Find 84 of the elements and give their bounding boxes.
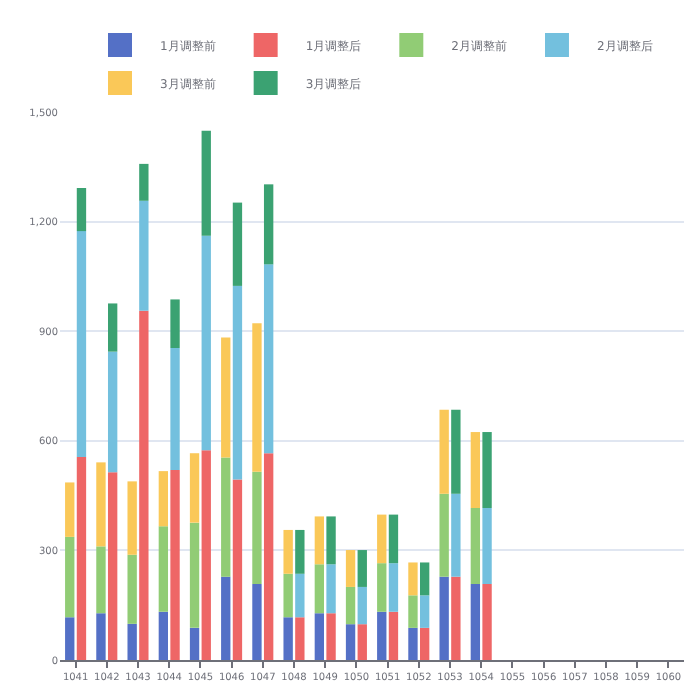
bar <box>314 516 325 565</box>
bar <box>377 611 387 660</box>
bar <box>221 337 231 458</box>
bar <box>419 562 430 596</box>
bar <box>170 470 180 660</box>
bar <box>65 482 75 537</box>
bar <box>326 516 336 565</box>
bar <box>451 493 461 577</box>
bar <box>388 514 399 564</box>
bar <box>232 479 243 660</box>
bar <box>283 529 293 574</box>
bar <box>295 617 305 660</box>
bar <box>76 456 87 660</box>
bar <box>439 576 449 660</box>
bar <box>65 617 75 660</box>
bar <box>439 493 449 577</box>
bar <box>482 584 492 660</box>
bar <box>408 627 418 660</box>
bar <box>127 481 137 555</box>
bar <box>221 457 231 577</box>
bar <box>263 453 274 660</box>
bar <box>107 303 118 352</box>
bar <box>232 202 243 286</box>
bar <box>139 163 149 201</box>
bar <box>158 526 169 612</box>
bar <box>76 187 87 232</box>
bar <box>377 514 387 564</box>
bar <box>482 432 492 509</box>
bar <box>252 471 262 585</box>
bar <box>170 299 180 348</box>
bar <box>283 617 293 660</box>
bar <box>357 586 367 625</box>
bar <box>189 522 200 628</box>
bar <box>139 310 149 660</box>
bar <box>65 536 75 618</box>
bar <box>107 472 118 660</box>
bar <box>96 613 106 660</box>
bar <box>326 613 336 660</box>
bar <box>201 235 211 451</box>
bar <box>439 409 449 494</box>
bar <box>314 564 325 614</box>
bar <box>419 627 430 660</box>
bar <box>283 573 293 618</box>
bar <box>470 508 481 585</box>
bar <box>408 562 418 596</box>
bar <box>252 323 262 472</box>
bar <box>201 450 211 660</box>
bar <box>170 348 180 471</box>
bar <box>470 584 481 660</box>
bar <box>221 576 231 660</box>
bar <box>127 623 137 660</box>
bar <box>357 550 367 587</box>
bar <box>314 613 325 660</box>
bar <box>96 546 106 614</box>
bar <box>470 432 481 509</box>
bar <box>408 595 418 628</box>
bar <box>232 285 243 480</box>
bar <box>96 462 106 547</box>
bar <box>388 611 399 660</box>
bar <box>295 573 305 618</box>
bar <box>189 453 200 523</box>
bar <box>158 611 169 660</box>
bar <box>482 508 492 585</box>
bar <box>451 409 461 494</box>
bar <box>158 471 169 527</box>
bar <box>252 584 262 660</box>
bar <box>345 586 356 625</box>
bar <box>127 554 137 624</box>
bar <box>345 624 356 660</box>
bar <box>419 595 430 628</box>
bar <box>139 200 149 311</box>
bar <box>377 563 387 612</box>
bar <box>107 351 118 473</box>
bar <box>295 529 305 574</box>
bar <box>76 231 87 457</box>
bar <box>388 563 399 612</box>
bar <box>263 184 274 265</box>
bar <box>357 624 367 660</box>
bar <box>451 576 461 660</box>
bar <box>345 550 356 587</box>
bar <box>326 564 336 614</box>
bar <box>263 264 274 454</box>
bar <box>189 627 200 660</box>
bar <box>201 130 211 236</box>
